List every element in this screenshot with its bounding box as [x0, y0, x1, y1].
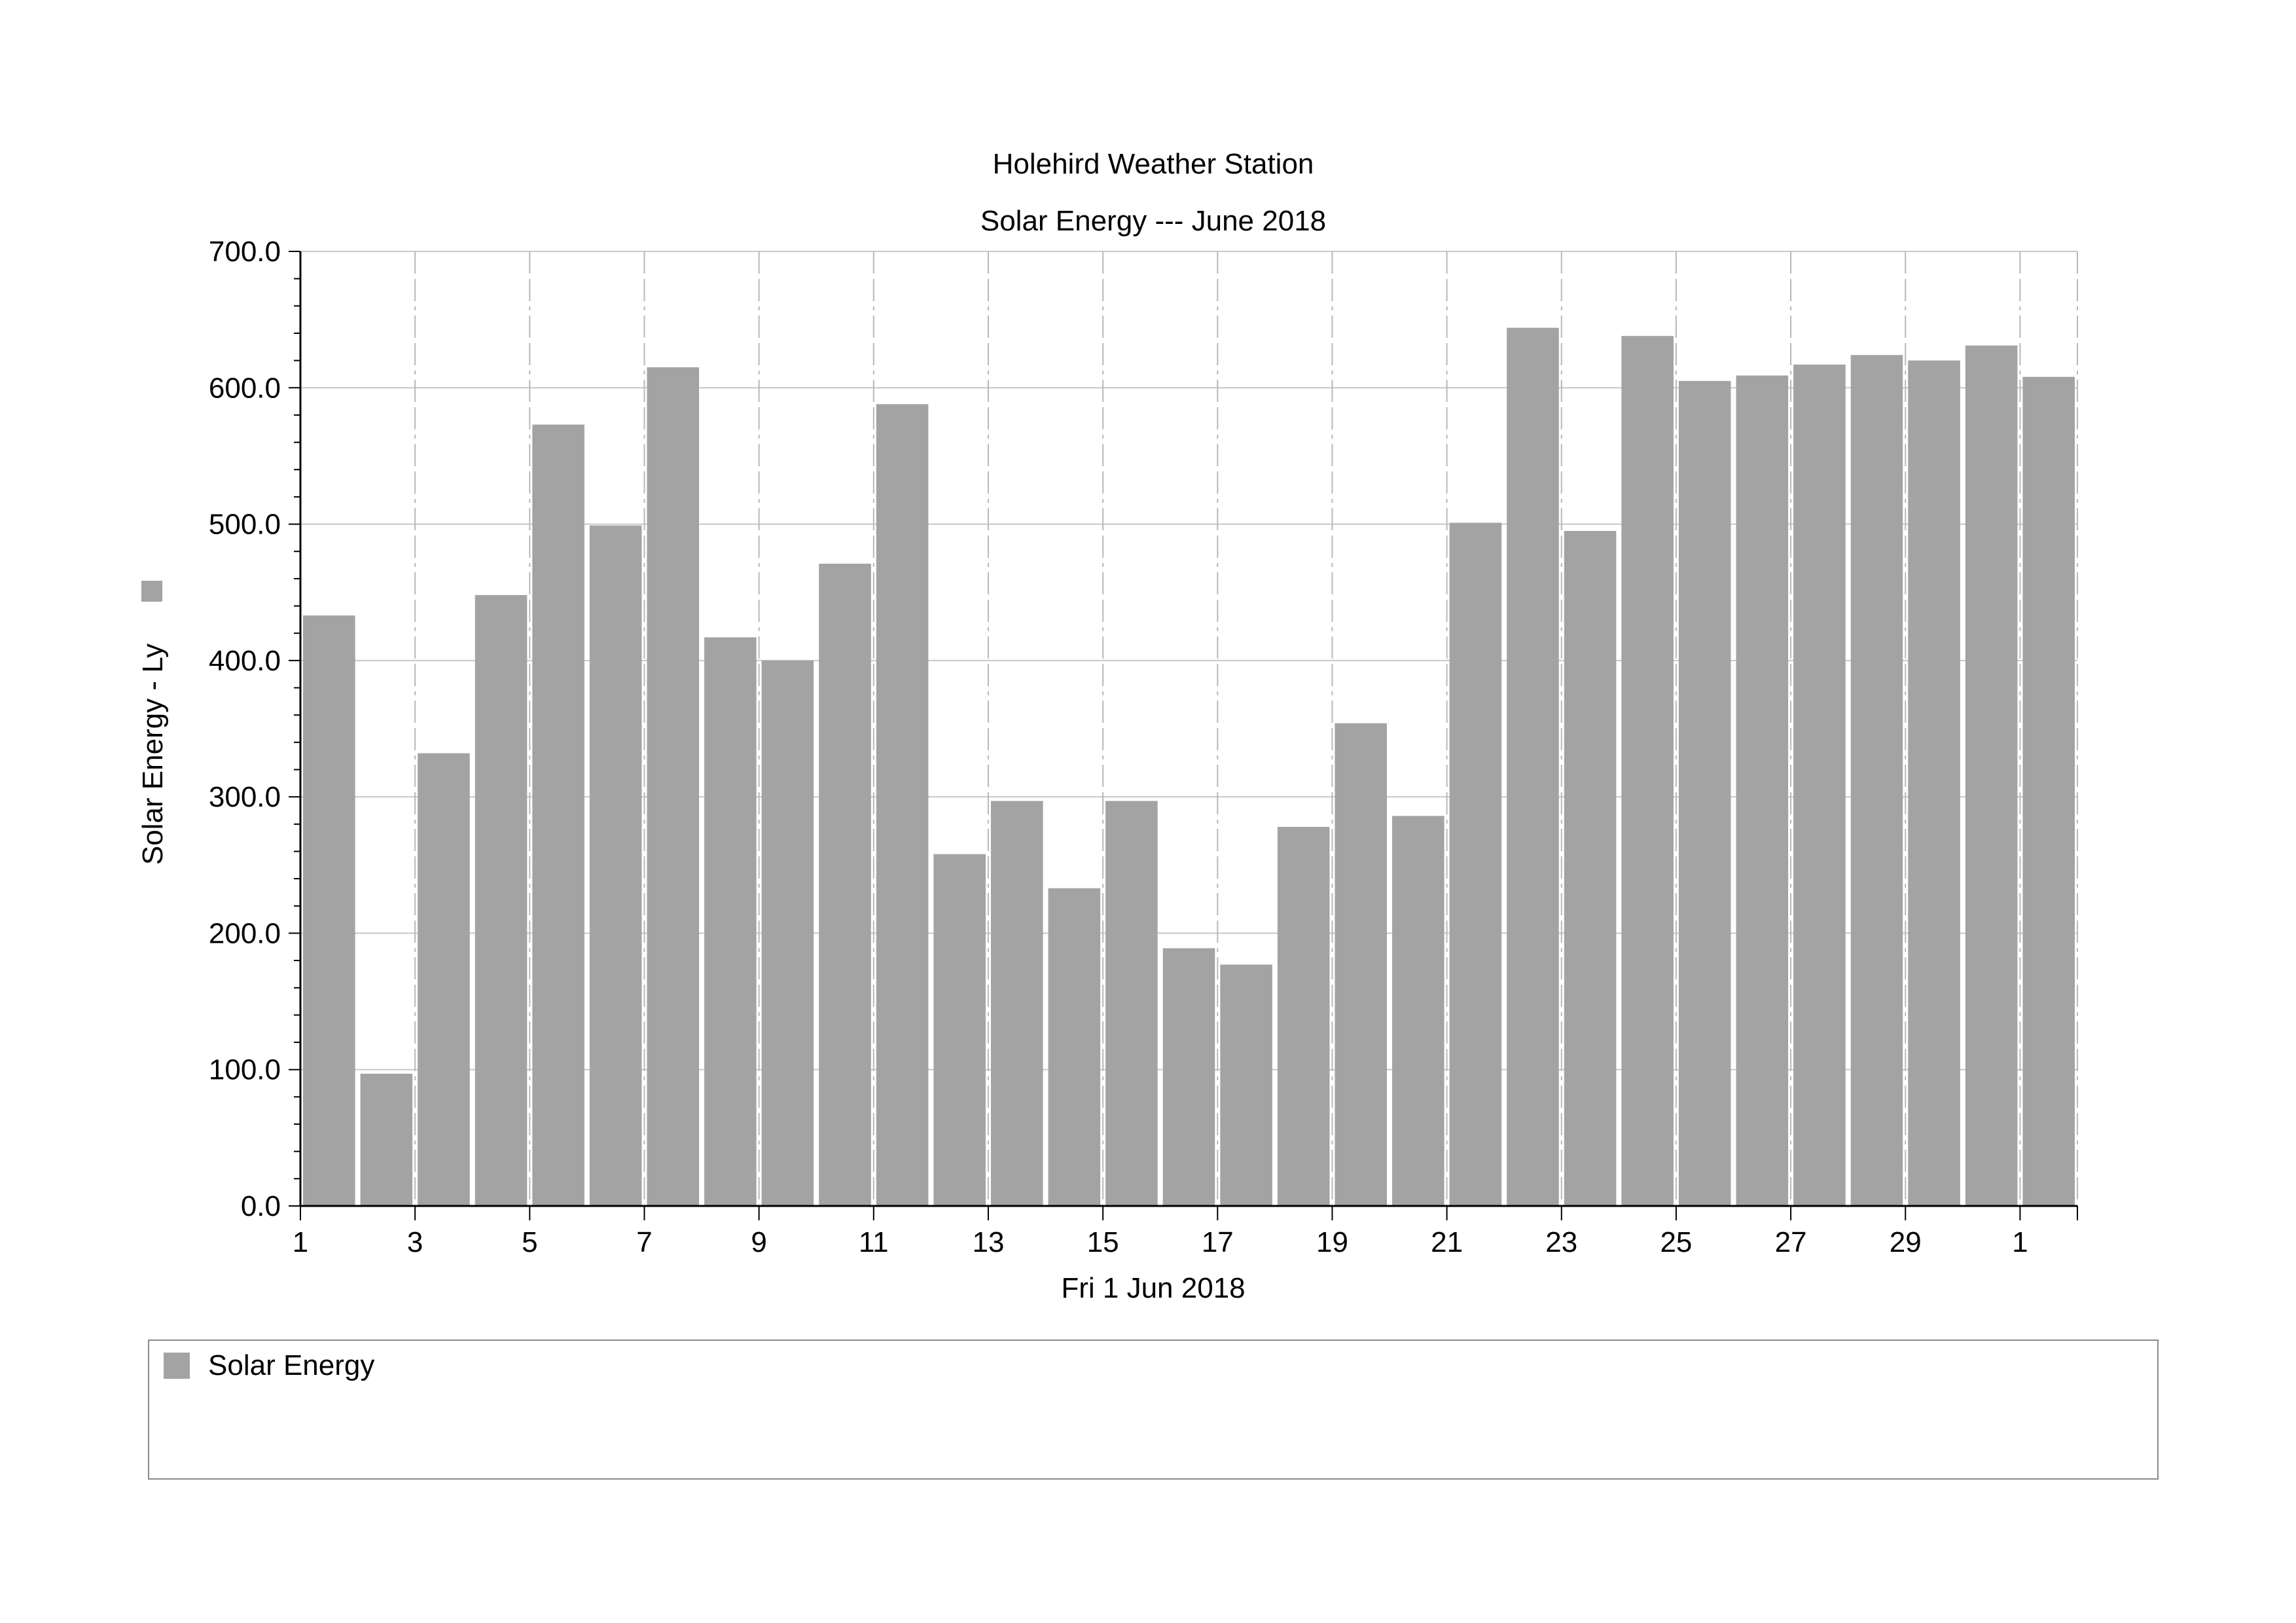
y-tick-label: 600.0: [209, 372, 281, 404]
y-tick-label: 0.0: [241, 1190, 281, 1222]
bar: [1965, 345, 2018, 1206]
bar: [1048, 888, 1101, 1206]
y-tick-label: 400.0: [209, 645, 281, 677]
y-tick-label: 300.0: [209, 781, 281, 813]
axes: [289, 251, 2078, 1220]
bar: [1277, 826, 1330, 1206]
bar: [1850, 355, 1903, 1206]
bar: [303, 615, 355, 1206]
bar: [1507, 327, 1559, 1206]
bar: [2022, 376, 2075, 1207]
bar: [933, 854, 986, 1206]
x-tick-label: 25: [1660, 1226, 1692, 1258]
bar: [647, 367, 700, 1206]
x-tick-label: 15: [1087, 1226, 1119, 1258]
y-tick-label: 500.0: [209, 509, 281, 541]
bar: [704, 637, 757, 1206]
chart-subtitle: Solar Energy --- June 2018: [980, 205, 1326, 237]
legend-label-solar-energy: Solar Energy: [208, 1349, 375, 1381]
bar: [360, 1073, 413, 1206]
bar: [876, 404, 929, 1206]
bar: [1220, 964, 1272, 1206]
bar: [990, 801, 1043, 1206]
x-tick-label: 3: [407, 1226, 423, 1258]
x-tick-label: 19: [1316, 1226, 1348, 1258]
x-tick-label: 17: [1202, 1226, 1234, 1258]
bar: [475, 594, 528, 1206]
bar: [1621, 336, 1674, 1206]
x-tick-label: 13: [972, 1226, 1004, 1258]
bar: [1335, 723, 1388, 1206]
x-tick-label: 1: [293, 1226, 308, 1258]
bar: [761, 660, 814, 1206]
bar: [1105, 801, 1158, 1206]
bar: [1392, 816, 1444, 1206]
legend: Solar Energy: [148, 1340, 2159, 1480]
x-tick-label: 29: [1890, 1226, 1922, 1258]
x-tick-label: 27: [1775, 1226, 1807, 1258]
bar: [1678, 380, 1731, 1207]
bar: [1736, 375, 1789, 1206]
y-tick-label: 200.0: [209, 917, 281, 949]
chart-title: Holehird Weather Station: [993, 148, 1314, 180]
grid-lines: [300, 251, 2078, 1206]
y-axis-label: Solar Energy - Ly: [137, 644, 169, 865]
bar: [1564, 530, 1617, 1206]
x-tick-label: 11: [859, 1226, 889, 1258]
bar: [532, 424, 584, 1206]
x-tick-label: 1: [2012, 1226, 2028, 1258]
bars: [303, 327, 2075, 1207]
x-tick-label: 7: [636, 1226, 652, 1258]
x-tick-label: 21: [1431, 1226, 1463, 1258]
legend-swatch-solar-energy: [164, 1353, 190, 1379]
bar: [589, 525, 642, 1206]
x-axis-label: Fri 1 Jun 2018: [1061, 1272, 1245, 1304]
y-axis-legend-swatch: [141, 581, 162, 602]
y-tick-label: 100.0: [209, 1054, 281, 1086]
x-tick-label: 23: [1545, 1226, 1577, 1258]
x-tick-label: 5: [522, 1226, 537, 1258]
bar: [418, 753, 470, 1206]
bar: [1908, 360, 1960, 1206]
x-tick-label: 9: [751, 1226, 766, 1258]
bar: [819, 563, 871, 1206]
bar: [1449, 522, 1502, 1207]
y-tick-label: 700.0: [209, 236, 281, 268]
bar: [1793, 364, 1846, 1206]
bar: [1162, 948, 1215, 1206]
